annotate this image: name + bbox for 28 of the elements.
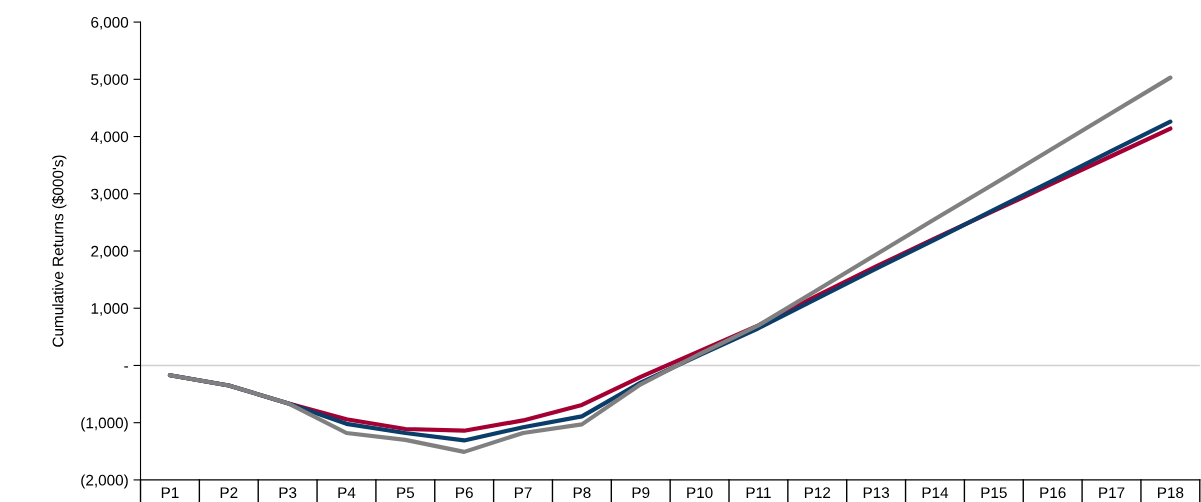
- y-tick-label: 1,000: [91, 303, 129, 316]
- x-tick-label: P4: [338, 487, 356, 498]
- y-tick-label: (2,000): [81, 474, 128, 489]
- x-tick-label: P1: [161, 487, 179, 498]
- x-tick-label: P15: [981, 487, 1007, 499]
- x-tick-label: P2: [220, 487, 238, 498]
- y-tick-label: (1,000): [81, 417, 128, 432]
- y-axis-title: Cumulative Returns ($000's): [51, 155, 67, 347]
- x-tick-label: P3: [279, 487, 297, 499]
- x-tick-label: P10: [687, 487, 713, 499]
- x-tick-label: P11: [746, 487, 771, 498]
- x-tick-label: P5: [397, 487, 415, 499]
- x-tick-label: P8: [573, 487, 591, 499]
- x-tick-label: P13: [863, 487, 890, 499]
- x-tick-label: P14: [922, 487, 949, 498]
- y-tick-label: 5,000: [91, 74, 129, 87]
- x-tick-label: P12: [804, 487, 831, 498]
- y-tick-label: 3,000: [91, 188, 129, 202]
- x-tick-label: P16: [1040, 487, 1066, 499]
- x-tick-label: P17: [1099, 487, 1125, 498]
- y-tick-label: 2,000: [91, 245, 129, 259]
- x-tick-label: P6: [456, 487, 473, 499]
- y-tick-label: -: [124, 366, 129, 368]
- y-tick-label: 6,000: [91, 16, 129, 30]
- x-tick-label: P7: [514, 487, 532, 498]
- x-tick-label: P9: [632, 487, 650, 499]
- x-tick-label: P18: [1158, 487, 1184, 499]
- y-tick-label: 4,000: [90, 131, 129, 145]
